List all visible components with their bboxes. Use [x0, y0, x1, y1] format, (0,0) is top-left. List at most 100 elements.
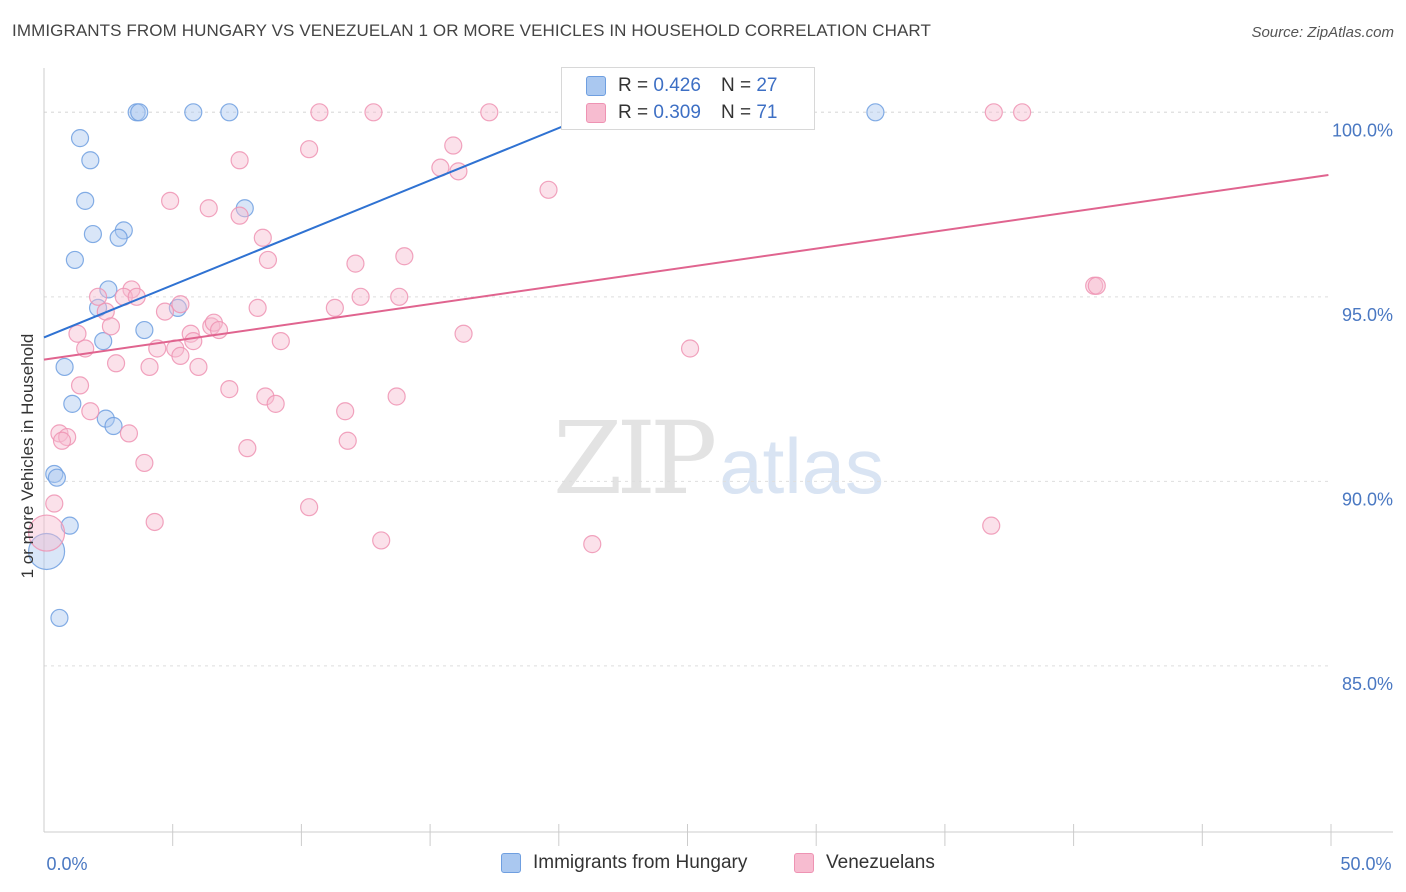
point-venezuelans — [230, 151, 249, 170]
point-venezuelans — [336, 402, 355, 421]
y-tick-label: 85.0% — [1342, 674, 1393, 694]
point-venezuelans — [248, 298, 267, 318]
point-venezuelans — [351, 287, 370, 306]
point-venezuelans — [189, 357, 208, 377]
point-hungary — [50, 608, 69, 628]
y-axis-title: 1 or more Vehicles in Household — [18, 334, 37, 579]
point-venezuelans — [387, 387, 406, 406]
point-venezuelans — [220, 380, 239, 399]
gridlines — [44, 111, 1331, 667]
point-hungary — [63, 394, 82, 413]
point-venezuelans — [256, 387, 275, 406]
point-venezuelans — [390, 287, 409, 306]
stats-swatch-hungary — [586, 76, 606, 96]
point-venezuelans — [119, 424, 139, 443]
point-hungary — [60, 516, 79, 535]
point-hungary — [220, 103, 239, 122]
point-hungary — [83, 224, 103, 244]
point-hungary — [99, 280, 118, 299]
point-venezuelans — [982, 516, 1001, 535]
legend-swatch-hungary — [501, 853, 521, 873]
point-venezuelans — [346, 254, 365, 273]
point-venezuelans — [338, 431, 357, 450]
point-venezuelans — [184, 332, 203, 351]
point-venezuelans — [310, 103, 329, 122]
trend-line-hungary — [43, 111, 598, 339]
point-venezuelans — [45, 494, 64, 513]
point-venezuelans — [454, 324, 473, 343]
point-hungary — [184, 103, 203, 122]
stats-r-value-venezuelans: 0.309 — [653, 102, 701, 123]
point-venezuelans — [1087, 276, 1106, 295]
watermark: ZIP atlas — [553, 400, 884, 517]
point-venezuelans — [199, 199, 218, 218]
legend-item-venezuelans[interactable]: Venezuelans — [794, 852, 935, 874]
point-venezuelans — [145, 512, 164, 532]
point-venezuelans — [325, 298, 344, 318]
watermark-atlas: atlas — [719, 422, 885, 510]
point-venezuelans — [583, 535, 602, 554]
point-hungary — [70, 129, 90, 148]
stats-box: R = 0.426 N = 27 R = 0.309 N = 71 — [561, 67, 815, 130]
point-venezuelans — [155, 302, 175, 321]
point-venezuelans — [300, 498, 319, 517]
y-tick-label: 95.0% — [1342, 305, 1393, 325]
stats-row-venezuelans: R = 0.309 N = 71 — [586, 102, 777, 124]
legend-label-hungary: Immigrants from Hungary — [533, 852, 748, 873]
point-venezuelans — [539, 180, 558, 199]
point-venezuelans — [52, 431, 72, 450]
point-venezuelans — [300, 140, 319, 159]
y-tick-label: 90.0% — [1342, 489, 1393, 509]
point-venezuelans — [27, 514, 66, 552]
point-hungary — [65, 250, 84, 270]
point-venezuelans — [395, 247, 414, 266]
stats-r-label: R = — [618, 75, 649, 96]
point-hungary — [104, 416, 123, 436]
point-venezuelans — [680, 339, 700, 358]
point-venezuelans — [171, 295, 190, 314]
legend: Immigrants from Hungary Venezuelans — [0, 850, 1406, 880]
point-venezuelans — [984, 103, 1003, 122]
legend-item-hungary[interactable]: Immigrants from Hungary — [501, 852, 747, 874]
point-venezuelans — [258, 250, 278, 270]
point-hungary — [130, 103, 149, 122]
point-venezuelans — [266, 394, 285, 413]
point-venezuelans — [253, 228, 272, 247]
point-hungary — [76, 191, 95, 210]
stats-r-label: R = — [618, 102, 649, 123]
stats-n-label: N = — [720, 75, 752, 96]
point-hungary — [47, 468, 66, 487]
point-venezuelans — [444, 136, 463, 155]
point-hungary — [55, 357, 74, 377]
point-venezuelans — [161, 191, 180, 210]
x-tick-label: 50.0% — [1340, 854, 1391, 874]
point-venezuelans — [238, 439, 257, 458]
legend-label-venezuelans: Venezuelans — [826, 852, 935, 873]
point-venezuelans — [88, 287, 108, 306]
trend-lines — [43, 111, 1329, 361]
source-label: Source: ZipAtlas.com — [1251, 24, 1394, 41]
point-venezuelans — [1013, 103, 1032, 122]
y-tick-label: 100.0% — [1332, 120, 1393, 140]
point-hungary — [81, 151, 100, 170]
stats-r-value-hungary: 0.426 — [653, 75, 701, 96]
point-venezuelans — [230, 206, 249, 225]
point-venezuelans — [106, 354, 126, 373]
data-points — [27, 103, 1106, 628]
stats-n-label: N = — [720, 102, 752, 123]
point-hungary — [135, 320, 154, 340]
watermark-zip: ZIP — [553, 400, 717, 517]
legend-swatch-venezuelans — [794, 853, 814, 873]
chart-title: IMMIGRANTS FROM HUNGARY VS VENEZUELAN 1 … — [12, 21, 931, 40]
point-venezuelans — [70, 376, 90, 395]
point-venezuelans — [81, 402, 100, 421]
stats-swatch-venezuelans — [586, 103, 606, 123]
point-venezuelans — [271, 332, 290, 351]
axis-labels: 85.0% 90.0% 95.0% 100.0% 0.0% 50.0% — [46, 120, 1393, 874]
stats-n-value-venezuelans: 71 — [756, 102, 778, 123]
point-venezuelans — [171, 346, 190, 365]
point-venezuelans — [101, 317, 121, 336]
axes — [43, 68, 1393, 846]
stats-row-hungary: R = 0.426 N = 27 — [586, 75, 777, 97]
